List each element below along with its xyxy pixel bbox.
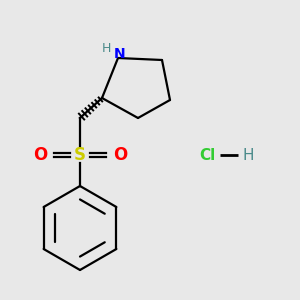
Text: O: O <box>33 146 47 164</box>
Text: O: O <box>113 146 127 164</box>
Text: N: N <box>114 47 126 61</box>
Text: Cl: Cl <box>199 148 215 163</box>
Text: S: S <box>74 146 86 164</box>
Text: H: H <box>101 41 111 55</box>
Text: H: H <box>242 148 254 163</box>
